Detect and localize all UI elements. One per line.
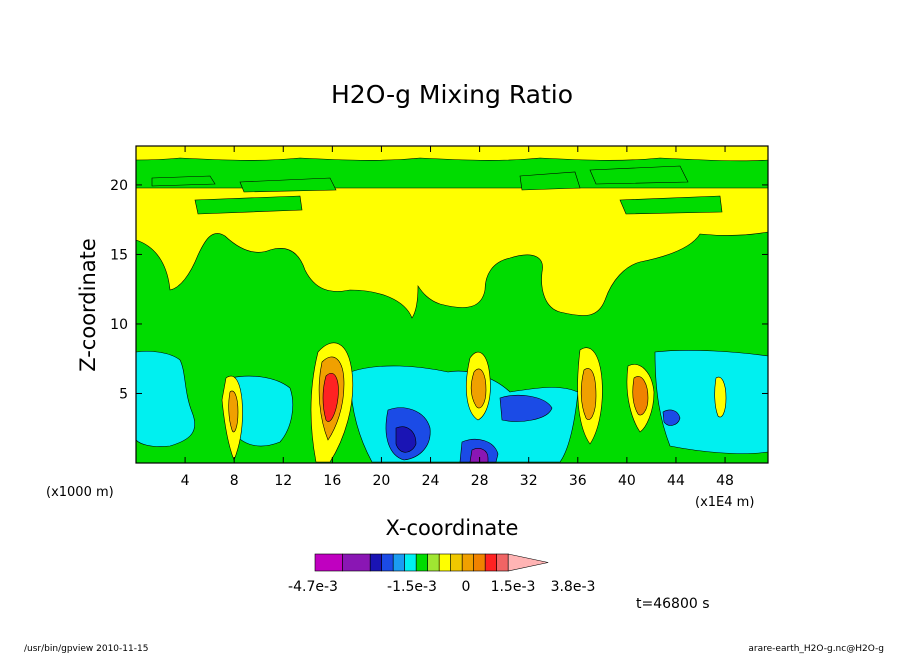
time-label: t=46800 s — [636, 596, 710, 612]
colorbar-swatch — [342, 553, 371, 572]
x-tick-label: 48 — [716, 473, 734, 489]
x-tick-label: 16 — [323, 473, 341, 489]
footer-right: arare-earth_H2O-g.nc@H2O-g — [748, 644, 884, 654]
colorbar-swatch — [392, 553, 406, 572]
convective-core — [580, 368, 597, 420]
green-cell — [519, 171, 581, 191]
y-tick-label: 5 — [119, 386, 128, 402]
x-tick-label: 40 — [618, 473, 636, 489]
dry-band-region — [135, 187, 769, 319]
colorbar-labels: -4.7e-3 -1.5e-3 0 1.5e-3 3.8e-3 — [288, 579, 595, 595]
y-tick-label: 10 — [110, 317, 128, 333]
convective-core — [228, 390, 239, 433]
colorbar-swatch — [381, 553, 394, 572]
colorbar-swatch — [369, 553, 383, 572]
colorbar — [314, 553, 549, 572]
x-unit-right: (x1E4 m) — [695, 495, 754, 510]
colorbar-swatch — [427, 553, 440, 572]
x-axis-label: X-coordinate — [386, 516, 519, 540]
convective-core — [714, 376, 727, 418]
y-tick-label: 15 — [110, 247, 128, 263]
convective-core — [322, 372, 339, 422]
x-tick-label: 44 — [667, 473, 685, 489]
y-axis-label: Z-coordinate — [76, 238, 100, 372]
green-cell — [194, 195, 303, 215]
footer-left: /usr/bin/gpview 2010-11-15 — [24, 644, 148, 654]
green-cell — [589, 165, 689, 185]
green-cell — [151, 175, 216, 187]
blue-pocket — [395, 426, 417, 453]
colorbar-tick-label: 3.8e-3 — [551, 579, 596, 595]
colorbar-swatch — [461, 553, 475, 572]
colorbar-swatch — [438, 553, 452, 572]
y-axis: 5 10 15 20 — [110, 178, 768, 402]
x-tick-label: 20 — [373, 473, 391, 489]
colorbar-tick-label: 1.5e-3 — [491, 579, 536, 595]
x-tick-label: 24 — [422, 473, 440, 489]
purple-pocket — [469, 448, 489, 463]
x-tick-label: 32 — [520, 473, 538, 489]
colorbar-swatch — [450, 553, 463, 572]
x-unit-left: (x1000 m) — [46, 485, 114, 500]
colorbar-tick-label: 0 — [462, 579, 471, 595]
colorbar-swatch — [404, 553, 417, 572]
colorbar-tick-label: -4.7e-3 — [288, 579, 338, 595]
plot-area — [135, 145, 769, 464]
x-tick-label: 8 — [230, 473, 239, 489]
y-tick-label: 20 — [110, 178, 128, 194]
chart-title: H2O-g Mixing Ratio — [331, 80, 573, 109]
x-tick-label: 12 — [274, 473, 292, 489]
moist-layer-region — [654, 350, 769, 454]
green-cell — [619, 195, 723, 215]
convective-core — [470, 368, 487, 409]
blue-pocket — [662, 409, 681, 426]
x-tick-label: 28 — [471, 473, 489, 489]
colorbar-swatch — [473, 553, 486, 572]
colorbar-swatch — [314, 553, 343, 572]
top-yellow-strip — [135, 145, 769, 162]
colorbar-swatch — [415, 553, 429, 572]
plot-frame — [135, 145, 769, 464]
moist-layer-region — [135, 350, 196, 447]
x-tick-label: 4 — [181, 473, 190, 489]
blue-pocket — [499, 395, 553, 422]
colorbar-swatch — [484, 553, 498, 572]
x-tick-label: 36 — [569, 473, 587, 489]
convective-core — [632, 376, 649, 416]
colorbar-arrow — [507, 553, 549, 572]
green-cell — [239, 177, 337, 193]
x-axis: 4 8 12 16 20 24 28 32 36 40 44 48 — [181, 146, 734, 489]
colorbar-swatch — [496, 553, 509, 572]
colorbar-tick-label: -1.5e-3 — [387, 579, 437, 595]
